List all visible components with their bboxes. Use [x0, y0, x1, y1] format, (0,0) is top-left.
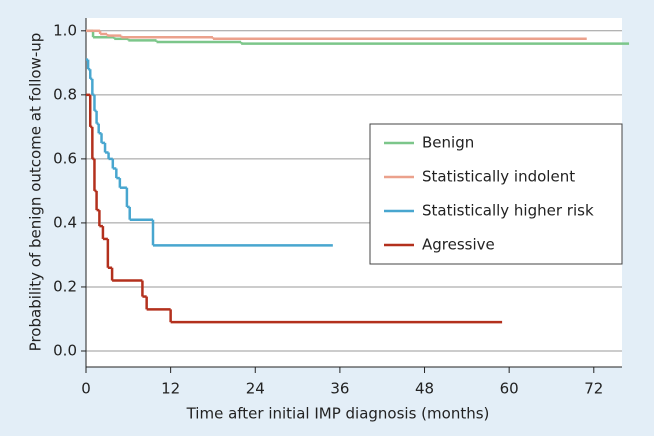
legend-box — [369, 123, 623, 265]
y-axis-label: Probability of benign outcome at follow-… — [27, 33, 45, 352]
x-tick-label: 12 — [161, 380, 180, 398]
legend-label: Benign — [422, 134, 474, 152]
x-tick-label: 24 — [246, 380, 265, 398]
legend-label: Statistically higher risk — [422, 202, 594, 220]
y-tick-label: 0.0 — [53, 341, 77, 359]
x-tick-label: 72 — [584, 380, 603, 398]
x-axis-label: Time after initial IMP diagnosis (months… — [186, 405, 490, 423]
x-tick-label: 0 — [81, 380, 91, 398]
y-tick-label: 0.8 — [53, 85, 77, 103]
x-tick-label: 48 — [415, 380, 434, 398]
legend-label: Statistically indolent — [422, 168, 575, 186]
y-tick-label: 0.6 — [53, 149, 77, 167]
y-tick-label: 0.2 — [53, 277, 77, 295]
y-tick-label: 0.4 — [53, 213, 77, 231]
y-tick-label: 1.0 — [53, 21, 77, 39]
x-tick-label: 60 — [500, 380, 519, 398]
x-tick-label: 36 — [330, 380, 349, 398]
legend-label: Agressive — [422, 236, 495, 254]
